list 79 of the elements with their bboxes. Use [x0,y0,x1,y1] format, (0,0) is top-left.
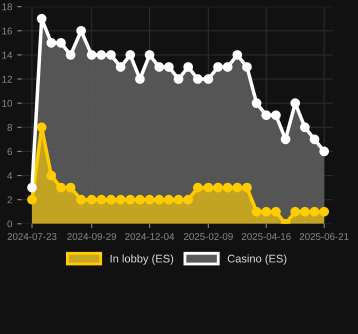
point [310,206,320,217]
point [174,194,184,205]
point [125,194,136,205]
x-tick-label: 2024-09-29 [67,233,116,240]
point [36,122,47,132]
y-tick-label: 6 [8,148,12,156]
point [106,50,116,60]
point [290,206,300,217]
point [252,98,262,108]
point [27,194,37,205]
point [46,170,56,180]
y-tick-label: 14 [2,52,12,58]
y-tick-label: 18 [2,3,12,10]
point [232,50,242,60]
x-tick-label: 2025-06-21 [300,233,349,240]
point [116,194,126,205]
point [56,38,66,48]
point [319,206,330,217]
point [56,182,66,192]
y-tick-label: 16 [2,28,12,34]
point [96,194,106,205]
point [174,74,184,84]
point [300,206,310,217]
point [242,62,252,72]
x-tick-label: 2024-07-23 [8,233,56,240]
legend-label: Casino (ES) [228,254,286,265]
point [213,182,223,192]
point [290,98,300,108]
point [144,50,154,60]
point [125,50,136,60]
y-tick-label: 10 [2,100,12,107]
point [203,74,214,84]
point [261,110,272,120]
point [252,206,262,217]
point [203,182,214,192]
point [154,62,164,72]
point [66,182,76,192]
point [86,50,97,60]
point [116,62,126,72]
point [164,194,174,205]
point [261,206,272,217]
point [76,194,86,205]
point [183,194,194,205]
point [66,50,76,60]
point [154,194,164,205]
point [36,14,47,24]
y-tick-label: 8 [7,124,12,131]
point [86,194,97,205]
point [106,194,116,205]
point [27,182,37,192]
y-tick-label: 0 [7,220,12,228]
point [280,134,290,144]
point [183,62,194,72]
point [96,50,106,60]
point [222,62,233,72]
point [222,182,233,192]
x-tick-label: 2025-04-16 [242,233,291,240]
point [213,62,223,72]
point [310,134,320,144]
point [271,110,281,120]
point [319,146,330,156]
y-tick-label: 4 [7,172,12,180]
legend-label: In lobby (ES) [110,254,174,265]
x-tick-label: 2025-02-09 [184,233,233,240]
point [135,194,145,205]
point [300,122,310,132]
point [232,182,242,192]
point [144,194,154,205]
y-tick-label: 2 [8,196,12,204]
point [164,62,174,72]
point [192,74,203,84]
point [192,182,203,192]
x-tick-label: 2024-12-04 [125,233,174,240]
point [242,182,252,192]
point [135,74,145,84]
y-tick-label: 12 [2,76,12,83]
point [271,206,281,217]
point [76,26,86,36]
point [46,38,56,48]
